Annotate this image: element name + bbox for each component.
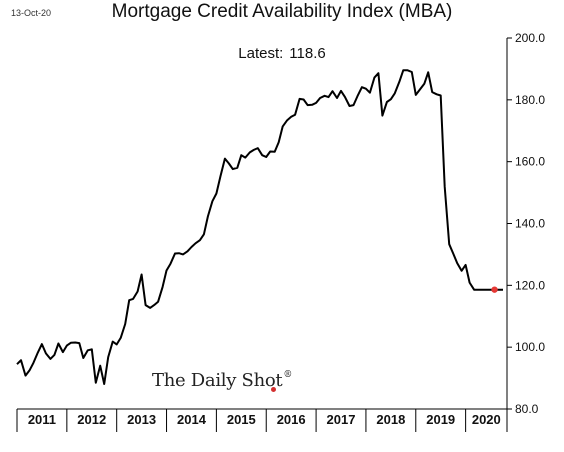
y-tick-label: 180.0 [515, 93, 545, 107]
x-axis: 2011 2012 2013 2014 2015 2016 2017 2018 2019 2020 [28, 409, 501, 432]
x-tick-label: 2015 [227, 412, 256, 427]
x-tick-label: 2016 [277, 412, 306, 427]
plot-frame [16, 38, 508, 432]
series-group [16, 69, 503, 385]
y-tick-label: 120.0 [515, 278, 545, 292]
x-tick-label: 2013 [127, 412, 156, 427]
y-tick-label: 200.0 [515, 31, 545, 45]
latest-readout: Latest: 118.6 [0, 45, 564, 62]
logo-mark: ® [283, 370, 293, 380]
latest-point-marker [491, 286, 498, 293]
y-tick-label: 160.0 [515, 155, 545, 169]
latest-label: Latest: [238, 45, 284, 62]
x-tick-label: 2012 [77, 412, 106, 427]
y-tick-label: 100.0 [515, 340, 545, 354]
y-axis: 80.0 100.0 120.0 140.0 160.0 180.0 200.0 [507, 31, 545, 416]
x-tick-label: 2014 [177, 412, 207, 427]
latest-value: 118.6 [289, 45, 326, 62]
x-tick-label: 2011 [28, 412, 56, 427]
x-tick-label: 2017 [327, 412, 356, 427]
x-tick-label: 2019 [426, 412, 455, 427]
series-line [16, 69, 503, 385]
x-tick-label: 2020 [472, 412, 501, 427]
y-tick-label: 80.0 [515, 402, 539, 416]
date-stamp: 13-Oct-20 [11, 8, 52, 18]
chart-title: Mortgage Credit Availability Index (MBA) [111, 1, 453, 22]
daily-shot-logo: The Daily Shot® [152, 370, 293, 392]
y-tick-label: 140.0 [515, 217, 545, 231]
logo-text: The Daily Shot [152, 370, 283, 391]
logo-dot-icon [271, 387, 276, 392]
x-tick-label: 2018 [376, 412, 405, 427]
